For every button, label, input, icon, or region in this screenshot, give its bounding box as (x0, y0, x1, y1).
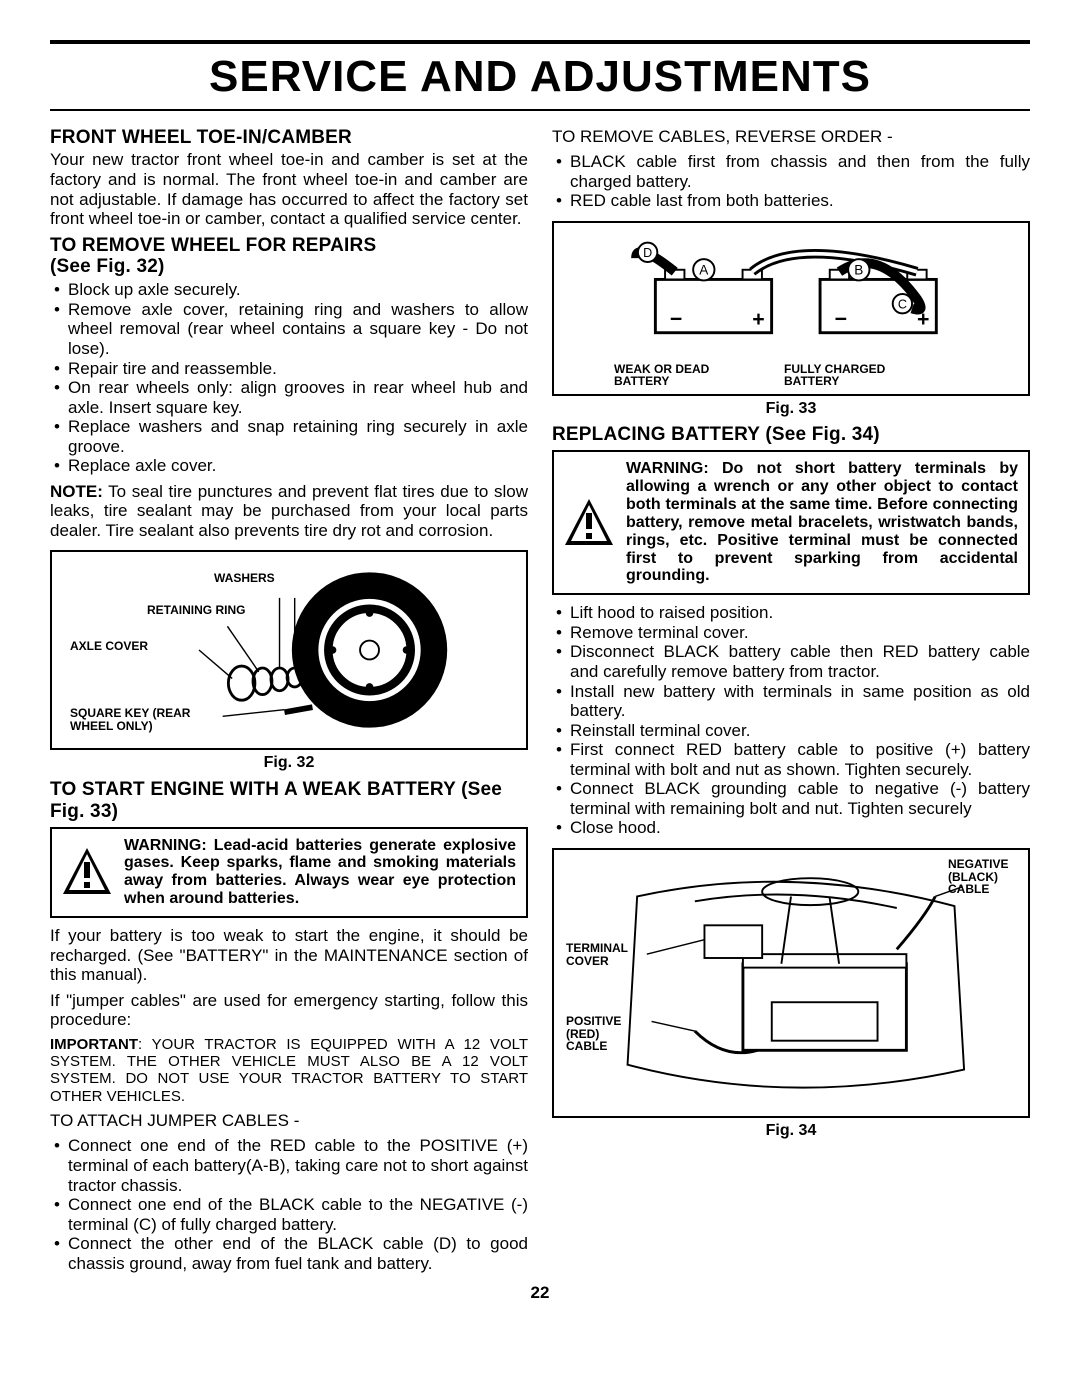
heading-remove-cables: TO REMOVE CABLES, REVERSE ORDER - (552, 127, 1030, 147)
list-item: Disconnect BLACK battery cable then RED … (570, 642, 1030, 681)
list-item: Remove terminal cover. (570, 623, 1030, 643)
fig34-label-pos: POSITIVE (RED) CABLE (566, 1015, 631, 1053)
figure-32-box: WASHERS RETAINING RING AXLE COVER SQUARE… (50, 550, 528, 750)
fig33-label-weak: WEAK OR DEAD BATTERY (614, 363, 724, 388)
list-item: Replace axle cover. (68, 456, 528, 476)
list-item: Install new battery with terminals in sa… (570, 682, 1030, 721)
top-rule (50, 40, 1030, 44)
list-item: Lift hood to raised position. (570, 603, 1030, 623)
list-item: Replace washers and snap retaining ring … (68, 417, 528, 456)
list-item: Reinstall terminal cover. (570, 721, 1030, 741)
heading-toe-in: FRONT WHEEL TOE-IN/CAMBER (50, 127, 528, 149)
warning-box-1: WARNING: Lead-acid batteries generate ex… (50, 827, 528, 919)
list-item: First connect RED battery cable to posit… (570, 740, 1030, 779)
page-number: 22 (50, 1283, 1030, 1303)
warning-triangle-icon (554, 452, 624, 593)
svg-text:D: D (643, 246, 652, 260)
list-item: Connect one end of the RED cable to the … (68, 1136, 528, 1195)
remove-cables-list: BLACK cable first from chassis and then … (556, 152, 1030, 211)
left-column: FRONT WHEEL TOE-IN/CAMBER Your new tract… (50, 121, 528, 1280)
note-label: NOTE: (50, 482, 103, 501)
svg-text:−: − (670, 307, 682, 331)
fig34-label-neg: NEGATIVE (BLACK) CABLE (948, 858, 1018, 896)
page-title: SERVICE AND ADJUSTMENTS (50, 52, 1030, 103)
para-weak-battery: If your battery is too weak to start the… (50, 926, 528, 985)
svg-text:B: B (854, 262, 863, 277)
fig34-label-term: TERMINAL COVER (566, 942, 636, 967)
right-column: TO REMOVE CABLES, REVERSE ORDER - BLACK … (552, 121, 1030, 1280)
heading-start-weak: TO START ENGINE WITH A WEAK BATTERY (See… (50, 779, 528, 823)
note-tire-sealant: NOTE: To seal tire punctures and prevent… (50, 482, 528, 541)
fig33-caption: Fig. 33 (552, 400, 1030, 418)
heading-remove-wheel: TO REMOVE WHEEL FOR REPAIRS (See Fig. 32… (50, 235, 528, 279)
warning-1-text: WARNING: Lead-acid batteries generate ex… (122, 829, 526, 917)
svg-text:C: C (898, 297, 907, 311)
heading-attach-cables: TO ATTACH JUMPER CABLES - (50, 1111, 528, 1131)
warning-2-label: WARNING: (626, 460, 709, 477)
list-item: Connect the other end of the BLACK cable… (68, 1234, 528, 1273)
top-rule-2 (50, 109, 1030, 111)
remove-wheel-list: Block up axle securely. Remove axle cove… (54, 280, 528, 475)
fig32-label-washers: WASHERS (214, 572, 275, 585)
fig33-label-full: FULLY CHARGED BATTERY (784, 363, 904, 388)
list-item: Block up axle securely. (68, 280, 528, 300)
warning-box-2: WARNING: Do not short battery terminals … (552, 450, 1030, 595)
important-12v: IMPORTANT: YOUR TRACTOR IS EQUIPPED WITH… (50, 1036, 528, 1105)
svg-text:A: A (699, 262, 709, 277)
column-container: FRONT WHEEL TOE-IN/CAMBER Your new tract… (50, 121, 1030, 1280)
fig32-label-cover: AXLE COVER (70, 640, 148, 653)
fig34-caption: Fig. 34 (552, 1122, 1030, 1140)
replace-battery-list: Lift hood to raised position. Remove ter… (556, 603, 1030, 838)
fig32-label-key: SQUARE KEY (REAR WHEEL ONLY) (70, 707, 200, 732)
svg-text:+: + (917, 307, 929, 331)
list-item: Connect BLACK grounding cable to negativ… (570, 779, 1030, 818)
note-text: To seal tire punctures and prevent flat … (50, 482, 528, 540)
warning-2-text: WARNING: Do not short battery terminals … (624, 452, 1028, 593)
list-item: BLACK cable first from chassis and then … (570, 152, 1030, 191)
heading-replace-battery: REPLACING BATTERY (See Fig. 34) (552, 424, 1030, 446)
para-jumper: If "jumper cables" are used for emergenc… (50, 991, 528, 1030)
figure-33-box: A B C D − + − + WEAK OR DEAD BATTERY FUL… (552, 221, 1030, 396)
heading-remove-wheel-line2: (See Fig. 32) (50, 256, 165, 277)
svg-text:+: + (752, 307, 764, 331)
list-item: Close hood. (570, 818, 1030, 838)
list-item: On rear wheels only: align grooves in re… (68, 378, 528, 417)
fig32-caption: Fig. 32 (50, 754, 528, 772)
important-label: IMPORTANT (50, 1036, 138, 1053)
para-toe-in: Your new tractor front wheel toe-in and … (50, 150, 528, 228)
fig32-label-ring: RETAINING RING (147, 604, 245, 617)
list-item: Repair tire and reassemble. (68, 359, 528, 379)
warning-2-body: Do not short battery terminals by allowi… (626, 460, 1018, 584)
warning-1-label: WARNING (124, 837, 201, 854)
attach-cables-list: Connect one end of the RED cable to the … (54, 1136, 528, 1273)
warning-triangle-icon (52, 829, 122, 917)
list-item: Remove axle cover, retaining ring and wa… (68, 300, 528, 359)
heading-remove-wheel-line1: TO REMOVE WHEEL FOR REPAIRS (50, 235, 376, 256)
svg-text:−: − (835, 307, 847, 331)
figure-34-box: NEGATIVE (BLACK) CABLE TERMINAL COVER PO… (552, 848, 1030, 1118)
list-item: Connect one end of the BLACK cable to th… (68, 1195, 528, 1234)
list-item: RED cable last from both batteries. (570, 191, 1030, 211)
